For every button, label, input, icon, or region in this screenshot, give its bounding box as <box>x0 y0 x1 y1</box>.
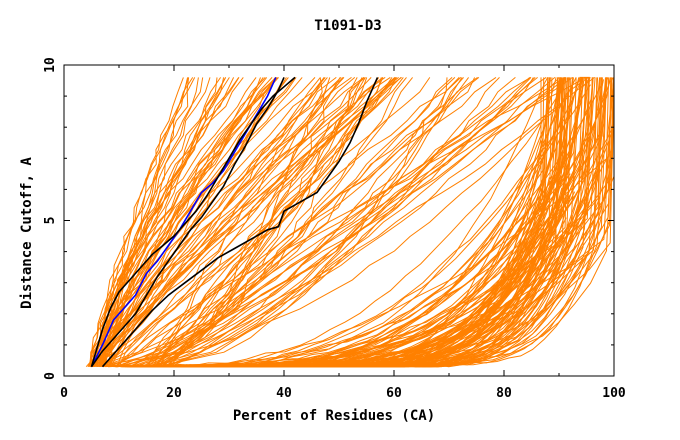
chart-title: T1091-D3 <box>314 18 381 34</box>
series-line <box>101 77 379 368</box>
model-curve <box>310 77 615 368</box>
model-curve <box>336 77 587 367</box>
model-curve <box>147 77 407 368</box>
x-axis-label: Percent of Residues (CA) <box>233 408 435 424</box>
model-curve <box>98 77 273 367</box>
y-axis-label: Distance Cutoff, A <box>19 157 35 309</box>
model-curve <box>89 77 279 367</box>
x-tick-label: 40 <box>276 386 292 401</box>
x-tick-label: 0 <box>60 386 68 401</box>
model-curve <box>103 77 266 367</box>
model-curve <box>99 77 222 367</box>
model-curve <box>116 77 328 367</box>
model-curve <box>104 77 225 367</box>
model-curve <box>92 77 372 367</box>
model-curve <box>164 77 469 368</box>
model-curve <box>158 77 516 368</box>
y-tick-label: 5 <box>43 217 58 225</box>
model-curve <box>131 77 393 368</box>
model-curve <box>99 76 402 367</box>
model-curve <box>148 77 464 368</box>
model-curve <box>146 76 565 368</box>
model-curve <box>133 77 363 368</box>
model-curve <box>147 77 326 367</box>
model-curve <box>158 77 500 368</box>
axis-ticks: 0 20 40 60 80 100 0 5 10 <box>43 57 626 401</box>
model-curve <box>155 77 323 368</box>
model-curve <box>134 76 595 368</box>
model-curve <box>194 77 561 368</box>
model-curve <box>96 77 531 368</box>
model-curve <box>131 77 609 368</box>
model-curve <box>147 77 463 368</box>
model-curve <box>142 77 549 368</box>
highlighted-curves <box>90 76 379 368</box>
x-tick-label: 20 <box>166 386 182 401</box>
model-curve <box>110 77 276 367</box>
series-line <box>90 76 296 367</box>
series-line <box>90 77 285 368</box>
model-curve <box>102 76 391 367</box>
model-curves <box>85 76 615 368</box>
model-curve <box>170 77 556 368</box>
model-curve <box>90 76 589 368</box>
model-curve <box>104 77 366 368</box>
model-curve <box>93 77 189 367</box>
model-curve <box>90 77 190 367</box>
x-tick-label: 80 <box>496 386 512 401</box>
y-tick-label: 0 <box>43 372 58 380</box>
model-curve <box>118 77 384 367</box>
model-curve <box>307 77 583 368</box>
x-tick-label: 100 <box>602 386 626 401</box>
x-tick-label: 60 <box>386 386 402 401</box>
model-curve <box>156 77 480 367</box>
model-curve <box>149 77 331 368</box>
model-curve <box>99 77 402 368</box>
model-curve <box>95 77 240 367</box>
model-curve <box>102 77 431 368</box>
model-curve <box>115 76 587 368</box>
y-tick-label: 10 <box>43 57 58 73</box>
model-curve <box>118 77 453 368</box>
model-curve <box>237 173 571 368</box>
model-curve <box>98 77 277 367</box>
model-curve <box>188 119 565 368</box>
model-curve <box>149 156 565 368</box>
